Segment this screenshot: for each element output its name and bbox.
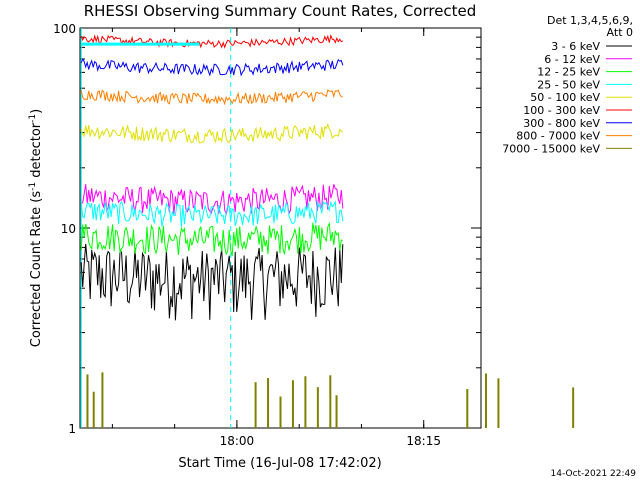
y-axis-label-main: Corrected Count Rate (s: [29, 191, 44, 348]
legend-label: 50 - 100 keV: [530, 91, 600, 104]
legend-label: 300 - 800 keV: [523, 117, 600, 130]
legend-title-1: Det 1,3,4,5,6,9,: [547, 14, 633, 27]
legend-label: 7000 - 15000 keV: [502, 142, 600, 155]
series-line: [80, 123, 344, 144]
axis-ticks: 18:00 18:15 1 10 100: [53, 22, 481, 448]
legend-title-2: Att 0: [607, 26, 633, 39]
y-axis-label-sup1: -1: [28, 182, 38, 191]
vertical-markers: [80, 28, 232, 428]
time-bars: [81, 42, 200, 46]
y-tick-label: 10: [61, 222, 76, 236]
legend-label: 12 - 25 keV: [537, 66, 600, 79]
x-tick-label: 18:15: [406, 434, 441, 448]
series-line: [80, 200, 344, 228]
x-tick-label: 18:00: [220, 434, 255, 448]
legend-label: 800 - 7000 keV: [516, 130, 600, 143]
legend-label: 100 - 300 keV: [523, 104, 600, 117]
series-line: [80, 57, 344, 77]
y-axis-label-end: ): [29, 109, 44, 114]
y-tick-label: 100: [53, 22, 76, 36]
series-line: [81, 184, 344, 216]
series-layer: [80, 34, 575, 428]
footer-date: 14-Oct-2021 22:49: [551, 469, 637, 479]
series-line: [80, 34, 344, 49]
chart-title: RHESSI Observing Summary Count Rates, Co…: [84, 2, 477, 20]
legend-label: 3 - 6 keV: [551, 40, 600, 53]
y-axis-label: Corrected Count Rate (s-1 detector-1): [28, 109, 44, 347]
y-axis-label-sup2: -1: [28, 114, 38, 123]
plot-frame: [79, 27, 482, 429]
y-tick-label: 1: [68, 422, 76, 436]
legend-label: 6 - 12 keV: [544, 53, 600, 66]
series-line: [80, 243, 344, 321]
series-line: [80, 221, 343, 257]
legend-label: 25 - 50 keV: [537, 78, 600, 91]
series-line: [80, 89, 343, 106]
x-axis-label: Start Time (16-Jul-08 17:42:02): [178, 456, 381, 471]
y-axis-label-mid: detector: [29, 122, 44, 182]
